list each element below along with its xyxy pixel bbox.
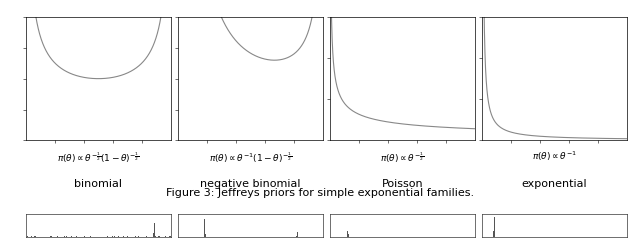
Bar [64, 236, 65, 237]
Bar [154, 223, 155, 237]
Bar [81, 236, 82, 237]
Bar [76, 236, 77, 237]
Bar [114, 236, 115, 237]
Bar [112, 236, 113, 237]
Bar [146, 236, 147, 237]
Text: binomial: binomial [74, 179, 122, 189]
Bar [90, 236, 91, 237]
Text: $\pi(\theta) \propto \theta^{-\frac{1}{2}}$: $\pi(\theta) \propto \theta^{-\frac{1}{2… [380, 150, 424, 165]
Bar [127, 236, 128, 237]
Bar [71, 236, 72, 237]
Bar [297, 232, 298, 237]
Bar [35, 236, 36, 237]
Bar [140, 236, 141, 237]
Bar [50, 236, 51, 237]
Bar [44, 236, 45, 237]
Text: exponential: exponential [522, 179, 588, 189]
Bar [135, 236, 136, 237]
Bar [169, 236, 170, 237]
Bar [138, 236, 139, 237]
Text: $\pi(\theta) \propto \theta^{-1}$: $\pi(\theta) \propto \theta^{-1}$ [532, 150, 577, 163]
Bar [108, 236, 109, 237]
Bar [494, 217, 495, 237]
Bar [296, 236, 297, 237]
Bar [66, 236, 67, 237]
Bar [113, 236, 114, 237]
Text: Figure 3: Jeffreys priors for simple exponential families.: Figure 3: Jeffreys priors for simple exp… [166, 188, 474, 197]
Bar [118, 236, 119, 237]
Text: negative binomial: negative binomial [200, 179, 301, 189]
Bar [153, 233, 154, 237]
Bar [84, 236, 85, 237]
Bar [347, 231, 348, 237]
Bar [170, 236, 172, 237]
Bar [79, 236, 80, 237]
Bar [51, 236, 52, 237]
Bar [75, 236, 76, 237]
Bar [63, 236, 64, 237]
Text: $\pi(\theta) \propto \theta^{-\frac{1}{2}}(1-\theta)^{-\frac{1}{2}}$: $\pi(\theta) \propto \theta^{-\frac{1}{2… [57, 150, 140, 165]
Text: Poisson: Poisson [381, 179, 423, 189]
Bar [128, 236, 129, 237]
Bar [161, 236, 162, 237]
Bar [155, 235, 156, 237]
Bar [34, 236, 35, 237]
Bar [158, 236, 159, 237]
Bar [204, 219, 205, 237]
Bar [110, 236, 111, 237]
Text: $\pi(\theta) \propto \theta^{-1}(1-\theta)^{-\frac{1}{2}}$: $\pi(\theta) \propto \theta^{-1}(1-\thet… [209, 150, 292, 165]
Bar [31, 236, 32, 237]
Bar [493, 231, 494, 237]
Bar [27, 236, 28, 237]
Bar [164, 236, 166, 237]
Bar [109, 236, 110, 237]
Bar [348, 234, 349, 237]
Bar [205, 234, 206, 237]
